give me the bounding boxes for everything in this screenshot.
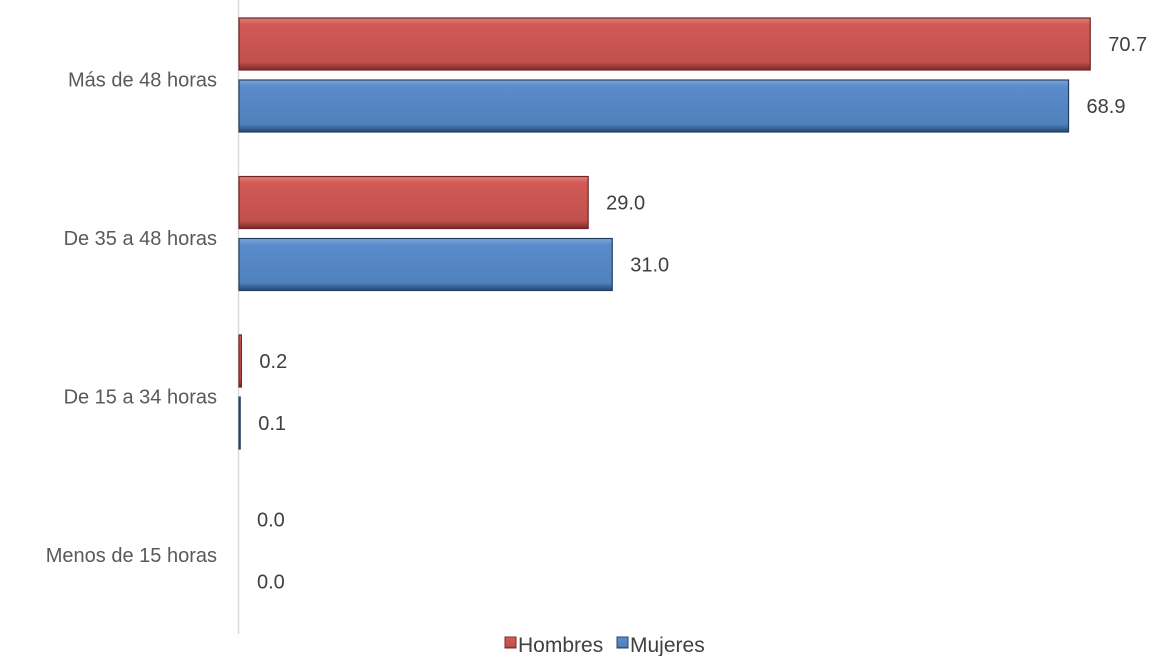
- bar-mujeres: [238, 396, 241, 450]
- legend: Hombres Mujeres: [504, 634, 705, 656]
- legend-swatch-hombres: [504, 636, 517, 649]
- plot-area: Más de 48 horas 70.7 68.9 De 35 a 48 horas 2…: [46, 17, 1147, 594]
- bar-hombres: [238, 175, 589, 230]
- category-label: De 35 a 48 horas: [64, 228, 217, 250]
- bar-mujeres: [238, 237, 613, 292]
- data-label-mujeres: 68.9: [1087, 96, 1126, 118]
- data-label-hombres: 0.2: [259, 351, 287, 373]
- legend-swatch-mujeres: [616, 636, 629, 649]
- category-label: Menos de 15 horas: [46, 545, 217, 567]
- category-label: Más de 48 horas: [68, 69, 217, 91]
- data-label-mujeres: 31.0: [630, 255, 669, 277]
- data-label-hombres: 70.7: [1108, 34, 1147, 56]
- data-label-hombres: 0.0: [257, 510, 285, 532]
- data-label-mujeres: 0.0: [257, 572, 285, 594]
- bar-hombres: [238, 334, 243, 388]
- bar-mujeres: [238, 79, 1070, 133]
- legend-label-hombres: Hombres: [518, 634, 603, 656]
- legend-label-mujeres: Mujeres: [630, 634, 705, 656]
- category-label: De 15 a 34 horas: [64, 386, 217, 408]
- data-label-hombres: 29.0: [606, 193, 645, 215]
- bar-hombres: [238, 17, 1091, 71]
- data-label-mujeres: 0.1: [258, 413, 286, 435]
